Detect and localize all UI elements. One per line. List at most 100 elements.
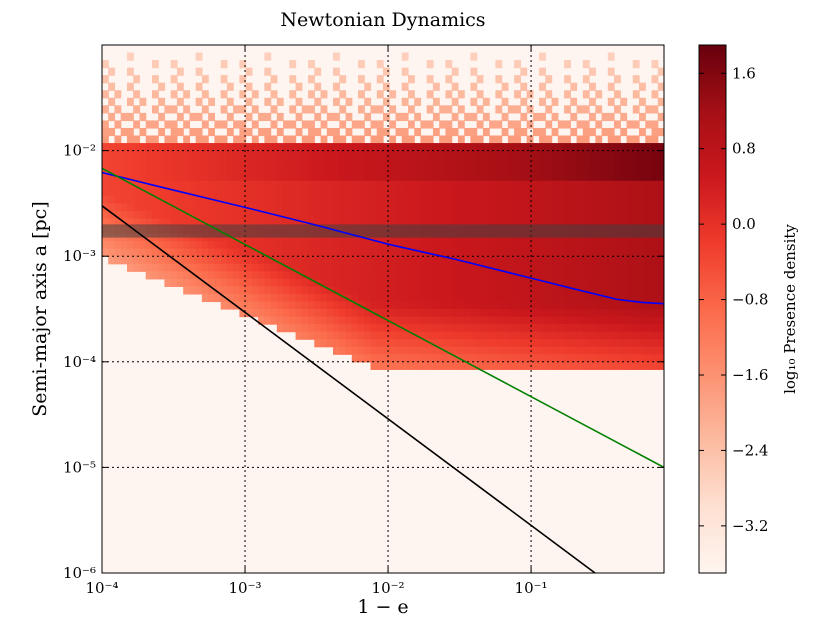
heatmap-cell bbox=[139, 256, 147, 265]
heatmap-cell bbox=[239, 150, 247, 159]
heatmap-cell bbox=[364, 256, 372, 265]
heatmap-cell bbox=[358, 75, 365, 84]
heatmap-cell bbox=[401, 361, 409, 370]
heatmap-cell bbox=[326, 309, 334, 318]
heatmap-cell bbox=[407, 135, 415, 144]
heatmap-cell bbox=[482, 301, 490, 310]
heatmap-cell bbox=[145, 150, 153, 159]
heatmap-cell bbox=[632, 210, 640, 220]
heatmap-cell bbox=[170, 241, 178, 250]
heatmap-cell bbox=[270, 233, 278, 242]
heatmap-cell bbox=[476, 241, 484, 250]
heatmap-cell bbox=[445, 188, 453, 197]
heatmap-cell bbox=[457, 248, 465, 257]
heatmap-cell bbox=[657, 354, 664, 363]
heatmap-cell bbox=[507, 105, 515, 114]
heatmap-cell bbox=[501, 180, 509, 189]
heatmap-cell bbox=[532, 143, 540, 152]
heatmap-cell bbox=[445, 158, 453, 167]
heatmap-cell bbox=[383, 67, 390, 76]
heatmap-cell bbox=[201, 143, 209, 152]
heatmap-cell bbox=[208, 293, 215, 303]
heatmap-cell bbox=[539, 218, 546, 227]
heatmap-cell bbox=[226, 150, 234, 159]
heatmap-cell bbox=[164, 248, 172, 257]
heatmap-cell bbox=[226, 180, 234, 189]
heatmap-cell bbox=[295, 248, 303, 257]
heatmap-cell bbox=[582, 105, 590, 114]
heatmap-cell bbox=[470, 112, 478, 122]
heatmap-cell bbox=[495, 75, 503, 84]
heatmap-cell bbox=[108, 150, 116, 159]
heatmap-cell bbox=[389, 331, 397, 340]
heatmap-cell bbox=[651, 331, 659, 340]
heatmap-cell bbox=[308, 331, 315, 340]
heatmap-cell bbox=[170, 158, 178, 167]
heatmap-cell bbox=[451, 263, 459, 272]
heatmap-cell bbox=[576, 188, 584, 197]
heatmap-cell bbox=[564, 105, 571, 114]
heatmap-cell bbox=[532, 293, 540, 303]
heatmap-cell bbox=[289, 233, 297, 242]
heatmap-cell bbox=[126, 180, 134, 189]
heatmap-cell bbox=[276, 180, 284, 189]
heatmap-cell bbox=[364, 233, 372, 242]
heatmap-cell bbox=[657, 188, 664, 197]
heatmap-cell bbox=[289, 271, 297, 280]
heatmap-cell bbox=[651, 324, 659, 333]
heatmap-cell bbox=[482, 248, 490, 257]
heatmap-cell bbox=[576, 361, 584, 370]
heatmap-cell bbox=[251, 301, 259, 310]
heatmap-cell bbox=[376, 309, 384, 318]
heatmap-cell bbox=[657, 67, 664, 76]
heatmap-cell bbox=[564, 210, 571, 220]
heatmap-cell bbox=[176, 203, 184, 212]
heatmap-cell bbox=[420, 309, 428, 318]
heatmap-cell bbox=[226, 188, 234, 197]
heatmap-cell bbox=[495, 188, 503, 197]
heatmap-cell bbox=[126, 112, 134, 122]
heatmap-cell bbox=[407, 339, 415, 348]
heatmap-cell bbox=[464, 241, 472, 250]
heatmap-cell bbox=[564, 180, 571, 189]
heatmap-cell bbox=[183, 271, 191, 280]
heatmap-cell bbox=[370, 241, 378, 250]
heatmap-cell bbox=[126, 82, 134, 91]
heatmap-cell bbox=[520, 82, 528, 91]
heatmap-cell bbox=[464, 316, 472, 325]
heatmap-cell bbox=[208, 180, 215, 189]
heatmap-cell bbox=[507, 180, 515, 189]
heatmap-cell bbox=[158, 97, 166, 106]
heatmap-cell bbox=[314, 173, 322, 182]
heatmap-cell bbox=[651, 354, 659, 363]
heatmap-cell bbox=[476, 150, 484, 159]
heatmap-cell bbox=[657, 158, 664, 167]
heatmap-cell bbox=[539, 316, 546, 325]
heatmap-cell bbox=[295, 127, 303, 137]
heatmap-cell bbox=[570, 158, 578, 167]
heatmap-cell bbox=[439, 256, 447, 265]
heatmap-cell bbox=[326, 301, 334, 310]
heatmap-cell bbox=[657, 331, 664, 340]
heatmap-cell bbox=[401, 286, 409, 295]
heatmap-cell bbox=[358, 263, 365, 272]
heatmap-cell bbox=[476, 361, 484, 370]
heatmap-cell bbox=[570, 97, 578, 106]
heatmap-cell bbox=[420, 316, 428, 325]
heatmap-cell bbox=[420, 143, 428, 152]
heatmap-cell bbox=[557, 256, 565, 265]
heatmap-cell bbox=[451, 173, 459, 182]
heatmap-cell bbox=[620, 127, 628, 137]
heatmap-cell bbox=[233, 256, 240, 265]
heatmap-cell bbox=[276, 278, 284, 287]
heatmap-cell bbox=[245, 241, 253, 250]
heatmap-cell bbox=[632, 241, 640, 250]
heatmap-cell bbox=[545, 354, 553, 363]
heatmap-cell bbox=[183, 218, 191, 227]
heatmap-cell bbox=[351, 203, 359, 212]
heatmap-cell bbox=[501, 150, 509, 159]
heatmap-cell bbox=[383, 127, 390, 137]
heatmap-cell bbox=[407, 263, 415, 272]
heatmap-cell bbox=[414, 324, 422, 333]
heatmap-cell bbox=[501, 301, 509, 310]
